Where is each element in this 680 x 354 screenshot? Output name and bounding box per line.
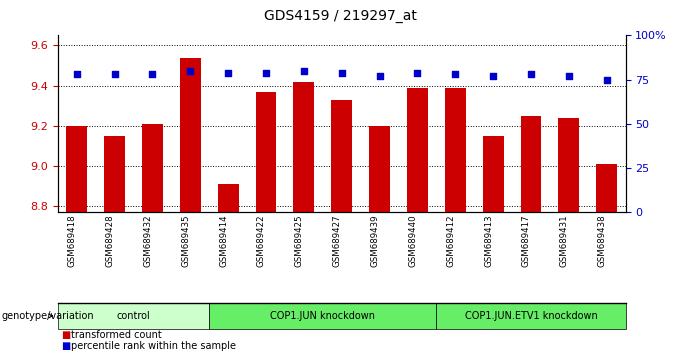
Text: GSM689435: GSM689435 (182, 214, 190, 267)
Bar (294, 82, 314, 212)
Text: COP1.JUN.ETV1 knockdown: COP1.JUN.ETV1 knockdown (464, 311, 597, 321)
Bar (331, 100, 352, 212)
Text: GSM689422: GSM689422 (257, 214, 266, 267)
Text: percentile rank within the sample: percentile rank within the sample (71, 341, 237, 351)
Point (412, 70, 423, 75)
Bar (407, 88, 428, 212)
Bar (369, 126, 390, 212)
Text: COP1.JUN knockdown: COP1.JUN knockdown (270, 311, 375, 321)
Text: GSM689438: GSM689438 (598, 214, 607, 267)
Bar (256, 92, 276, 212)
Text: GSM689440: GSM689440 (409, 214, 418, 267)
Text: GDS4159 / 219297_at: GDS4159 / 219297_at (264, 9, 416, 23)
Point (260, 70, 271, 75)
Point (185, 68, 196, 74)
Point (147, 72, 158, 77)
Text: ■: ■ (61, 330, 71, 339)
Bar (596, 164, 617, 212)
Point (563, 73, 574, 79)
Bar (558, 118, 579, 212)
Bar (218, 184, 239, 212)
Text: genotype/variation: genotype/variation (1, 311, 94, 321)
Point (336, 70, 347, 75)
Point (222, 70, 234, 75)
Bar (483, 136, 503, 212)
Text: GSM689413: GSM689413 (484, 214, 493, 267)
Text: GSM689425: GSM689425 (295, 214, 304, 267)
Text: GSM689414: GSM689414 (219, 214, 228, 267)
Text: transformed count: transformed count (71, 330, 162, 339)
Point (488, 73, 498, 79)
Text: ■: ■ (61, 341, 71, 351)
Text: GSM689432: GSM689432 (143, 214, 152, 267)
Point (109, 72, 120, 77)
Bar (142, 124, 163, 212)
Point (601, 77, 612, 82)
Point (450, 72, 461, 77)
Bar (104, 136, 125, 212)
Bar (445, 88, 466, 212)
Text: GSM689427: GSM689427 (333, 214, 341, 267)
Text: GSM689417: GSM689417 (522, 214, 531, 267)
Point (71, 72, 82, 77)
Point (374, 73, 385, 79)
Text: GSM689431: GSM689431 (560, 214, 568, 267)
Text: GSM689428: GSM689428 (105, 214, 114, 267)
Point (299, 68, 309, 74)
Text: GSM689439: GSM689439 (371, 214, 379, 267)
Bar (521, 116, 541, 212)
Text: GSM689412: GSM689412 (446, 214, 455, 267)
Bar (180, 58, 201, 212)
Point (526, 72, 537, 77)
Text: control: control (117, 311, 150, 321)
Bar (67, 126, 87, 212)
Text: GSM689418: GSM689418 (68, 214, 77, 267)
